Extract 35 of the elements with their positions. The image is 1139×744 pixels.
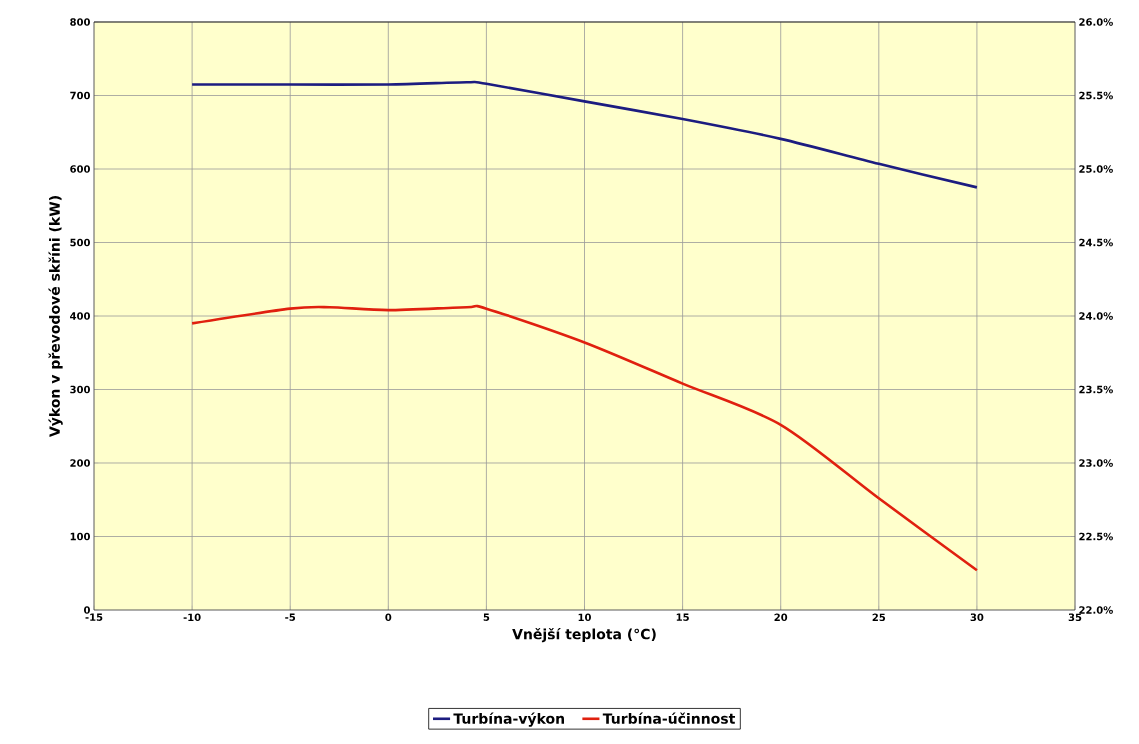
y-tick-label: 200 [70,459,90,467]
x-axis-title: Vnější teplota (°C) [512,627,656,643]
y-tick-label: 500 [70,238,90,247]
y2-tick-label: 26.0% [1079,18,1113,26]
legend-label: Turbína-výkon [453,712,564,727]
x-tick-label: 10 [578,613,591,622]
x-tick-label: 30 [970,613,984,622]
y-tick-label: 100 [70,532,90,541]
y-tick-label: 0 [84,606,90,614]
y2-tick-label: 24.5% [1079,238,1113,247]
y-tick-label: 700 [70,91,90,100]
y2-tick-label: 24.0% [1079,312,1113,320]
y-tick-label: 800 [70,18,90,26]
y-tick-label: 600 [70,165,90,173]
y2-tick-label: 25.5% [1079,91,1113,100]
x-tick-label: 35 [1068,613,1082,622]
x-tick-label: 15 [676,613,689,621]
line-series [190,305,979,572]
x-tick-label: -15 [85,613,103,621]
y-axis-title: Výkon v převodové skříni (kW) [48,196,63,438]
y2-tick-label: 23.5% [1079,385,1113,394]
y2-tick-label: 25.0% [1079,165,1113,173]
x-tick-label: -10 [183,613,201,622]
y-tick-label: 400 [70,312,90,320]
y2-tick-label: 22.5% [1079,532,1113,541]
x-tick-label: 25 [872,613,886,622]
x-tick-label: 0 [385,613,392,622]
y-tick-label: 300 [70,385,90,394]
x-tick-label: -5 [285,613,296,621]
x-tick-label: 5 [483,613,490,621]
legend-label: Turbína-účinnost [602,712,736,724]
y2-tick-label: 23.0% [1079,459,1113,467]
line-series [190,80,979,189]
x-tick-label: 20 [774,613,788,622]
y2-tick-label: 22.0% [1079,606,1113,614]
